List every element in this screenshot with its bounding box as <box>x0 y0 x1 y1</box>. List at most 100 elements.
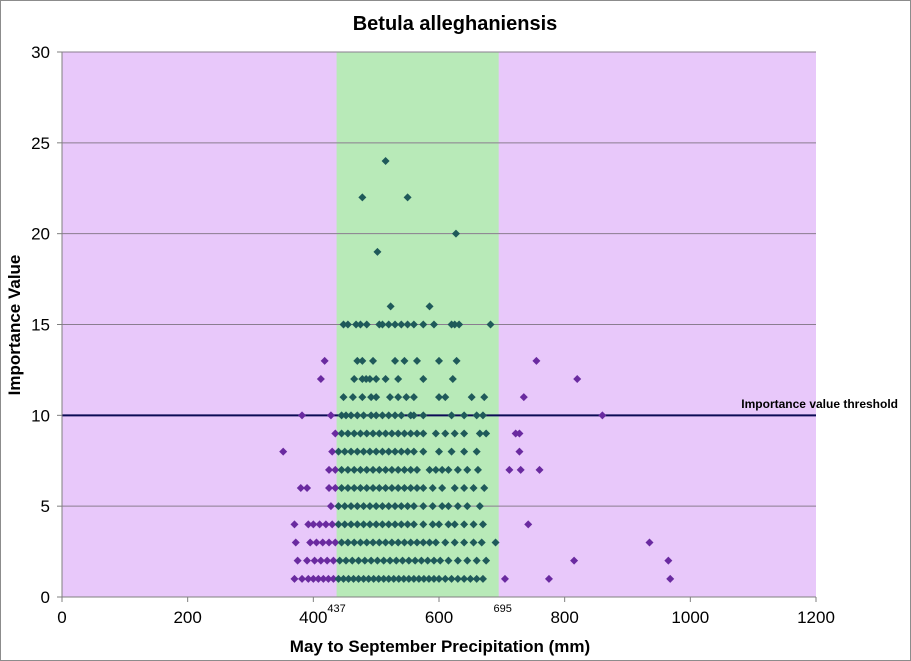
data-point <box>419 502 428 511</box>
data-point <box>298 574 307 583</box>
data-point <box>359 502 368 511</box>
data-point <box>365 375 374 383</box>
data-point <box>290 520 299 529</box>
data-point <box>303 556 312 565</box>
data-point <box>319 574 328 583</box>
x-tick-label: 0 <box>57 608 66 627</box>
data-point <box>460 484 469 492</box>
data-point <box>384 447 393 456</box>
data-point <box>328 520 337 529</box>
data-point <box>428 484 437 492</box>
data-point <box>598 411 607 420</box>
data-point <box>381 484 390 492</box>
data-point <box>365 502 374 511</box>
data-point <box>320 356 329 365</box>
data-point <box>318 538 327 547</box>
data-point <box>406 429 415 438</box>
y-tick-label: 5 <box>41 497 50 516</box>
data-point <box>397 502 406 511</box>
data-point <box>666 574 675 583</box>
data-point <box>381 157 390 165</box>
data-point <box>369 356 378 365</box>
data-point <box>384 320 393 329</box>
data-point <box>419 538 428 547</box>
data-point <box>378 447 387 456</box>
x-tick-label: 200 <box>173 608 201 627</box>
data-point <box>482 429 491 438</box>
data-point <box>419 574 428 583</box>
data-point <box>425 302 434 311</box>
data-point <box>375 465 384 474</box>
data-point <box>343 429 352 438</box>
data-point <box>348 393 357 402</box>
data-point <box>387 538 396 547</box>
data-point <box>328 447 337 456</box>
data-point <box>340 502 349 511</box>
data-point <box>411 556 420 565</box>
data-point <box>463 502 472 511</box>
data-point <box>444 520 453 529</box>
data-point <box>340 520 349 529</box>
data-point <box>447 411 456 420</box>
data-point <box>387 465 396 474</box>
data-point <box>343 465 352 474</box>
data-point <box>378 502 387 511</box>
data-point <box>409 520 418 529</box>
data-point <box>447 447 456 456</box>
data-point <box>463 465 472 474</box>
data-point <box>515 429 524 438</box>
data-point <box>304 574 313 583</box>
data-point <box>314 574 323 583</box>
data-point <box>450 484 459 492</box>
data-point <box>384 574 393 583</box>
data-point <box>400 356 409 365</box>
data-point <box>339 320 348 329</box>
data-point <box>372 393 381 402</box>
data-point <box>296 484 305 492</box>
data-point <box>477 538 486 547</box>
data-point <box>391 356 400 365</box>
data-point <box>372 411 381 420</box>
threshold-label: Importance value threshold <box>741 397 898 411</box>
data-point <box>384 502 393 511</box>
chart-title: Betula alleghaniensis <box>353 13 558 35</box>
data-point <box>386 302 395 311</box>
data-point <box>343 320 352 329</box>
data-point <box>372 375 381 383</box>
data-point <box>394 393 403 402</box>
data-point <box>413 538 422 547</box>
data-point <box>429 556 438 565</box>
data-point <box>321 520 330 529</box>
data-point <box>369 574 378 583</box>
data-point <box>391 411 400 420</box>
data-point <box>409 447 418 456</box>
data-point <box>469 484 478 492</box>
data-point <box>310 556 319 565</box>
data-point <box>385 556 394 565</box>
data-point <box>441 538 450 547</box>
data-point <box>469 520 478 529</box>
x-axis-label: May to September Precipitation (mm) <box>290 637 590 656</box>
band-start-label: 437 <box>327 603 345 615</box>
data-point <box>444 465 453 474</box>
data-point <box>331 538 340 547</box>
data-point <box>309 574 318 583</box>
y-tick-label: 10 <box>31 406 50 425</box>
data-point <box>424 574 433 583</box>
data-point <box>362 320 371 329</box>
data-point <box>532 356 541 365</box>
data-point <box>326 411 335 420</box>
data-point <box>429 320 438 329</box>
data-point <box>372 502 381 511</box>
data-point <box>343 538 352 547</box>
data-point <box>409 502 418 511</box>
tick-labels: 0 200 400 600 800 1000 1200 0 5 10 15 20 25 30 <box>31 43 835 627</box>
data-point <box>340 447 349 456</box>
data-point <box>419 411 428 420</box>
data-point <box>505 465 514 474</box>
data-point <box>325 465 334 474</box>
data-point <box>419 429 428 438</box>
data-point <box>472 447 481 456</box>
data-point <box>482 556 491 565</box>
data-point <box>472 556 481 565</box>
